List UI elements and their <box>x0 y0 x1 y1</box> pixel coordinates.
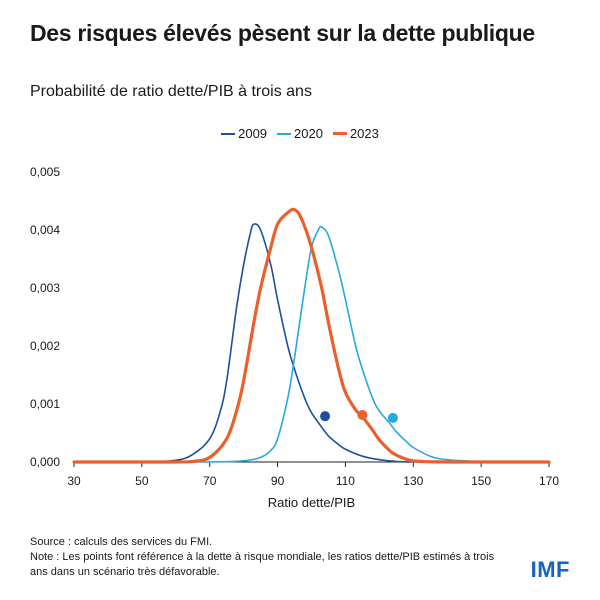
legend-item-2023: 2023 <box>332 126 379 141</box>
legend-item-2009: 2009 <box>221 126 267 141</box>
y-tick-label: 0,003 <box>30 281 60 295</box>
y-tick-label: 0,001 <box>30 397 60 411</box>
legend-swatch-2020 <box>277 132 292 135</box>
x-tick-label: 30 <box>67 474 81 488</box>
risk-point-2009 <box>320 411 331 422</box>
imf-logo: IMF <box>530 557 570 582</box>
legend-swatch-2023 <box>332 132 347 135</box>
y-tick-label: 0,004 <box>30 223 60 237</box>
legend-swatch-2009 <box>221 132 236 135</box>
x-tick-label: 50 <box>135 474 149 488</box>
y-tick-label: 0,005 <box>30 165 60 179</box>
series-line-2009 <box>73 223 550 463</box>
risk-point-2023 <box>357 410 368 421</box>
series-line-2023 <box>72 207 551 464</box>
x-tick-label: 170 <box>539 474 559 488</box>
chart-title: Des risques élevés pèsent sur la dette p… <box>30 20 535 46</box>
legend-item-2020: 2020 <box>277 126 323 141</box>
legend-label-2020: 2020 <box>294 126 323 141</box>
footer: Source : calculs des services du FMI. No… <box>30 535 510 580</box>
series-line-2020 <box>73 225 550 463</box>
x-tick-label: 130 <box>403 474 423 488</box>
x-tick-label: 110 <box>336 474 355 488</box>
chart-note: Note : Les points font référence à la de… <box>30 551 495 578</box>
legend-label-2023: 2023 <box>349 126 379 141</box>
legend: 2009 2020 2023 <box>0 126 600 141</box>
y-tick-label: 0,002 <box>30 339 60 353</box>
x-tick-label: 150 <box>471 474 491 488</box>
y-tick-label: 0,000 <box>30 455 60 469</box>
chart-subtitle: Probabilité de ratio dette/PIB à trois a… <box>30 83 312 100</box>
legend-label-2009: 2009 <box>238 126 268 141</box>
x-axis-label: Ratio dette/PIB <box>268 495 355 510</box>
x-tick-label: 90 <box>271 474 285 488</box>
risk-point-2020 <box>387 412 398 423</box>
x-tick-label: 70 <box>203 474 217 488</box>
source-note: Source : calculs des services du FMI. <box>30 536 213 548</box>
